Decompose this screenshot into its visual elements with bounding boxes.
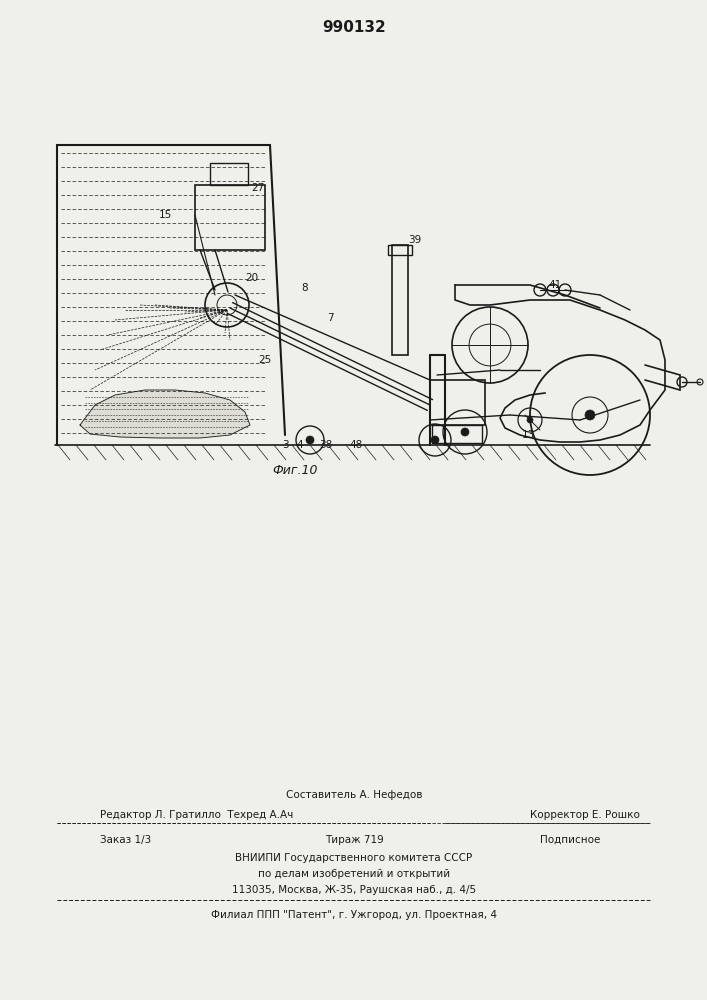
Circle shape	[461, 428, 469, 436]
Bar	[392, 245, 408, 355]
Bar	[195, 185, 265, 250]
Text: Тираж 719: Тираж 719	[325, 835, 383, 845]
Text: Подписное: Подписное	[539, 835, 600, 845]
Text: 48: 48	[349, 440, 363, 450]
Bar	[388, 245, 412, 255]
Bar	[210, 163, 248, 185]
Text: 113035, Москва, Ж-35, Раушская наб., д. 4/5: 113035, Москва, Ж-35, Раушская наб., д. …	[232, 885, 476, 895]
Text: 38: 38	[320, 440, 332, 450]
Circle shape	[431, 436, 439, 444]
Circle shape	[527, 417, 533, 423]
Text: Фиг.10: Фиг.10	[272, 464, 317, 477]
Text: Корректор Е. Рошко: Корректор Е. Рошко	[530, 810, 640, 820]
Text: 15: 15	[158, 210, 172, 220]
Text: 13: 13	[521, 430, 534, 440]
Text: 3: 3	[281, 440, 288, 450]
Polygon shape	[80, 390, 250, 438]
Circle shape	[306, 436, 314, 444]
Bar	[432, 425, 482, 443]
Bar	[430, 380, 485, 425]
Text: 20: 20	[245, 273, 259, 283]
Text: 25: 25	[258, 355, 271, 365]
Circle shape	[585, 410, 595, 420]
Text: ВНИИПИ Государственного комитета СССР: ВНИИПИ Государственного комитета СССР	[235, 853, 472, 863]
Text: Редактор Л. Гратилло  Техред А.Ач: Редактор Л. Гратилло Техред А.Ач	[100, 810, 293, 820]
Text: 4: 4	[297, 440, 303, 450]
Text: 27: 27	[252, 183, 264, 193]
Text: 990132: 990132	[322, 20, 386, 35]
Text: по делам изобретений и открытий: по делам изобретений и открытий	[258, 869, 450, 879]
Text: Составитель А. Нефедов: Составитель А. Нефедов	[286, 790, 422, 800]
Text: Заказ 1/3: Заказ 1/3	[100, 835, 151, 845]
Text: 41: 41	[549, 280, 561, 290]
Text: Филиал ППП "Патент", г. Ужгород, ул. Проектная, 4: Филиал ППП "Патент", г. Ужгород, ул. Про…	[211, 910, 497, 920]
Text: 8: 8	[302, 283, 308, 293]
Text: 7: 7	[327, 313, 333, 323]
Text: 39: 39	[409, 235, 421, 245]
